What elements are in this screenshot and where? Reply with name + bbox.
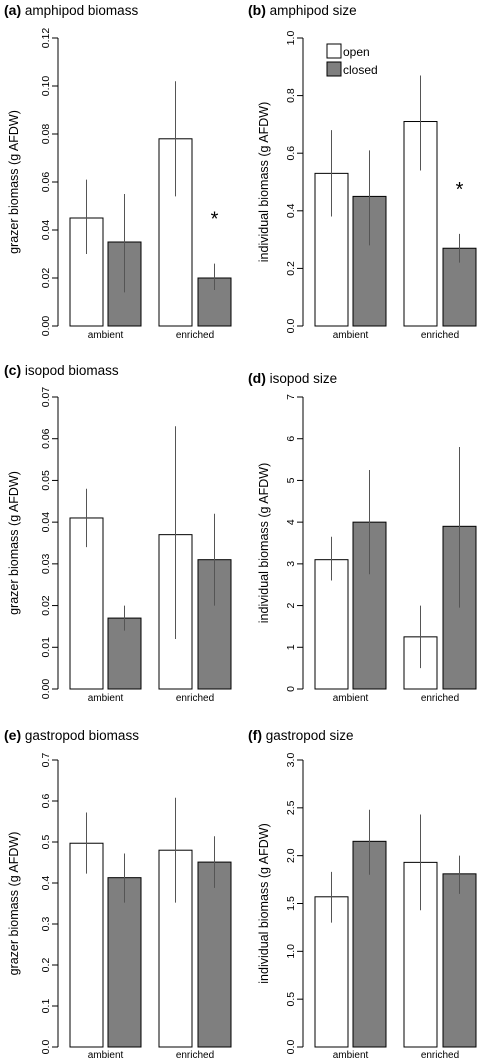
panel-name-a: amphipod biomass	[21, 3, 138, 18]
y-tick-label-b-1: 0.2	[285, 261, 297, 276]
panel-title-e: (e) gastropod biomass	[4, 727, 139, 743]
y-axis-label-b: individual biomass (g AFDW)	[257, 102, 271, 262]
y-tick-label-e-6: 0.6	[40, 794, 52, 809]
category-label-f-1: enriched	[421, 1050, 459, 1061]
y-tick-label-a-1: 0.02	[40, 268, 52, 289]
y-axis-label-c: grazer biomass (g AFDW)	[7, 471, 21, 615]
bar-e-ambient-closed	[107, 877, 142, 1048]
y-tick-label-a-3: 0.06	[40, 172, 52, 193]
panel-letter-e: (e)	[4, 727, 21, 743]
panel-title-d: (d) isopod size	[248, 370, 337, 386]
y-tick-label-b-4: 0.8	[285, 88, 297, 103]
y-tick-label-f-6: 3.0	[285, 753, 297, 768]
panel-name-e: gastropod biomass	[21, 728, 139, 743]
y-tick-label-a-4: 0.08	[40, 124, 52, 145]
y-axis-label-d: individual biomass (g AFDW)	[257, 463, 271, 623]
y-tick-label-e-7: 0.7	[40, 753, 52, 768]
category-label-b-1: enriched	[421, 330, 459, 341]
panel-letter-d: (d)	[248, 370, 266, 386]
y-tick-label-f-3: 1.5	[285, 896, 297, 911]
y-tick-label-e-5: 0.5	[40, 835, 52, 850]
panel-title-b: (b) amphipod size	[248, 2, 357, 18]
category-label-d-1: enriched	[421, 693, 459, 704]
category-label-c-1: enriched	[176, 693, 214, 704]
panel-title-f: (f) gastropod size	[248, 727, 354, 743]
y-tick-label-b-5: 1.0	[285, 31, 297, 46]
category-label-c-0: ambient	[88, 693, 124, 704]
y-tick-label-d-2: 2	[285, 602, 297, 608]
y-tick-label-a-5: 0.10	[40, 76, 52, 97]
panel-letter-a: (a)	[4, 2, 21, 18]
category-label-b-0: ambient	[333, 330, 369, 341]
y-tick-label-c-5: 0.05	[40, 470, 52, 491]
category-label-d-0: ambient	[333, 693, 369, 704]
y-tick-label-e-4: 0.4	[40, 876, 52, 891]
y-axis-label-e: grazer biomass (g AFDW)	[7, 832, 21, 976]
bar-e-enriched-closed	[197, 861, 232, 1048]
y-tick-label-d-0: 0	[285, 686, 297, 692]
y-axis-label-f: individual biomass (g AFDW)	[257, 823, 271, 983]
bar-d-ambient-open	[314, 559, 349, 690]
y-tick-label-e-0: 0.0	[40, 1040, 52, 1055]
panel-name-f: gastropod size	[262, 728, 354, 743]
bar-f-enriched-closed	[442, 873, 477, 1048]
y-tick-label-b-2: 0.4	[285, 203, 297, 218]
legend-label-closed: closed	[343, 63, 378, 77]
legend-label-open: open	[343, 45, 370, 59]
legend-swatch-closed	[326, 61, 342, 77]
significance-star-a-0: *	[211, 209, 219, 231]
y-tick-label-d-3: 3	[285, 561, 297, 567]
y-tick-label-d-6: 6	[285, 436, 297, 442]
panel-letter-f: (f)	[248, 727, 262, 743]
legend-swatch-open	[326, 43, 342, 59]
panel-letter-b: (b)	[248, 2, 266, 18]
y-tick-label-d-1: 1	[285, 644, 297, 650]
panel-name-c: isopod biomass	[21, 363, 119, 378]
bar-e-ambient-open	[69, 842, 104, 1048]
significance-star-b-0: *	[456, 179, 464, 201]
y-tick-label-e-3: 0.3	[40, 917, 52, 932]
y-tick-label-f-1: 0.5	[285, 992, 297, 1007]
panel-name-b: amphipod size	[266, 3, 357, 18]
y-tick-label-b-0: 0.0	[285, 319, 297, 334]
y-tick-label-d-5: 5	[285, 477, 297, 483]
category-label-e-0: ambient	[88, 1050, 124, 1061]
category-label-f-0: ambient	[333, 1050, 369, 1061]
y-tick-label-c-1: 0.01	[40, 637, 52, 658]
y-tick-label-f-4: 2.0	[285, 848, 297, 863]
y-axis-label-a: grazer biomass (g AFDW)	[7, 110, 21, 254]
y-tick-label-d-4: 4	[285, 519, 297, 525]
panel-title-a: (a) amphipod biomass	[4, 2, 138, 18]
category-label-a-1: enriched	[176, 330, 214, 341]
y-tick-label-a-0: 0.00	[40, 316, 52, 337]
y-tick-label-e-1: 0.1	[40, 999, 52, 1014]
category-label-a-0: ambient	[88, 330, 124, 341]
y-tick-label-a-6: 0.12	[40, 28, 52, 49]
y-tick-label-c-0: 0.00	[40, 679, 52, 700]
category-label-e-1: enriched	[176, 1050, 214, 1061]
y-tick-label-d-7: 7	[285, 394, 297, 400]
y-tick-label-a-2: 0.04	[40, 220, 52, 241]
y-tick-label-e-2: 0.2	[40, 958, 52, 973]
panel-title-c: (c) isopod biomass	[4, 362, 119, 378]
y-tick-label-c-3: 0.03	[40, 553, 52, 574]
y-tick-label-b-3: 0.6	[285, 146, 297, 161]
y-tick-label-f-0: 0.0	[285, 1040, 297, 1055]
y-tick-label-c-7: 0.07	[40, 387, 52, 408]
panel-name-d: isopod size	[266, 371, 337, 386]
y-tick-label-c-6: 0.06	[40, 428, 52, 449]
panel-letter-c: (c)	[4, 362, 21, 378]
y-tick-label-f-2: 1.0	[285, 944, 297, 959]
y-tick-label-c-2: 0.02	[40, 595, 52, 616]
y-tick-label-c-4: 0.04	[40, 512, 52, 533]
y-tick-label-f-5: 2.5	[285, 800, 297, 815]
